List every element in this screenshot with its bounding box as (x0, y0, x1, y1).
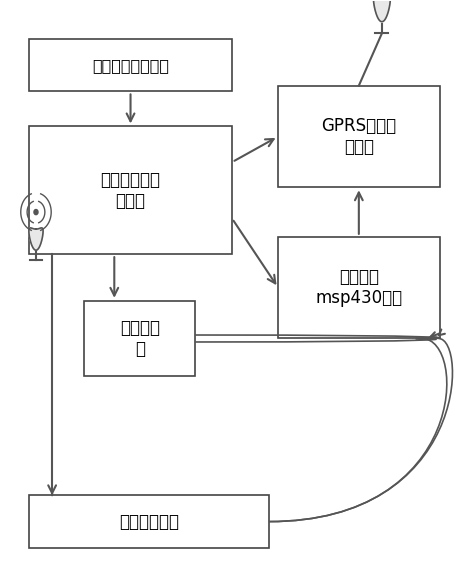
Text: 微处理器
msp430系列: 微处理器 msp430系列 (314, 268, 401, 307)
Text: 高压感应充电装置: 高压感应充电装置 (92, 58, 169, 73)
Text: 温度传感
器: 温度传感 器 (119, 319, 159, 358)
FancyBboxPatch shape (277, 237, 438, 339)
Text: 射频接收模块: 射频接收模块 (119, 513, 179, 531)
FancyBboxPatch shape (29, 126, 232, 254)
Text: 高能量可充电
锂电池: 高能量可充电 锂电池 (100, 171, 160, 210)
FancyBboxPatch shape (29, 495, 269, 548)
Polygon shape (29, 228, 43, 250)
FancyBboxPatch shape (84, 301, 194, 376)
Polygon shape (373, 0, 389, 22)
Circle shape (34, 210, 38, 215)
Text: GPRS无线传
输模块: GPRS无线传 输模块 (320, 117, 395, 156)
FancyBboxPatch shape (29, 39, 232, 92)
FancyBboxPatch shape (277, 86, 438, 187)
